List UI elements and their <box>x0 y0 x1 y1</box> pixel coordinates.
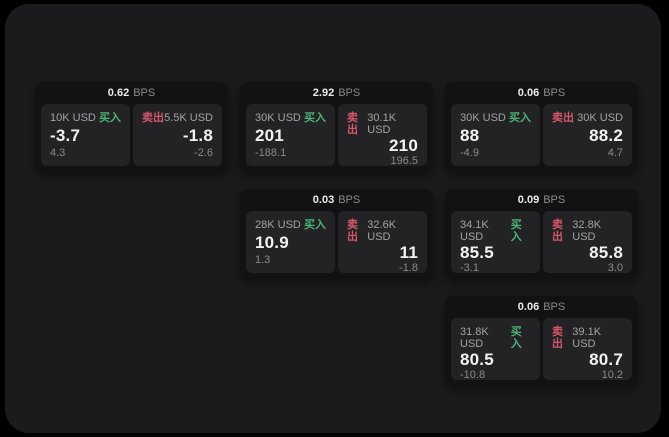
spread-header: 0.06 BPS <box>445 82 638 104</box>
spread-unit-label: BPS <box>543 301 566 313</box>
buy-price: -3.7 <box>50 126 81 145</box>
sell-label: 卖出 <box>142 112 164 124</box>
sell-price: -1.8 <box>182 126 213 145</box>
sell-label: 卖出 <box>347 112 358 136</box>
spread-unit-label: BPS <box>543 194 566 206</box>
buy-change: -188.1 <box>255 147 287 159</box>
spread-value: 0.62 <box>107 87 130 99</box>
sell-price: 80.7 <box>589 350 623 369</box>
sell-price: 85.8 <box>589 243 623 262</box>
sell-panel[interactable]: 卖出 30K USD 88.2 4.7 <box>543 104 632 166</box>
sell-change: 3.0 <box>607 262 623 274</box>
sell-amount: 5.5K USD <box>164 112 213 124</box>
buy-label: 买入 <box>510 219 522 243</box>
spread-value: 0.03 <box>312 194 335 206</box>
sell-price: 210 <box>389 136 418 155</box>
sell-change: -1.8 <box>399 262 418 274</box>
buy-amount: 34.1K USD <box>460 219 489 243</box>
sell-panel[interactable]: 卖出 32.8K USD 85.8 3.0 <box>543 211 632 274</box>
buy-panel[interactable]: 10K USD 买入 -3.7 4.3 <box>41 104 130 166</box>
spread-value: 0.06 <box>517 301 540 313</box>
buy-amount: 30K USD <box>460 112 506 124</box>
buy-amount: 31.8K USD <box>460 326 489 350</box>
buy-panel[interactable]: 30K USD 买入 88 -4.9 <box>451 104 540 166</box>
spread-header: 0.09 BPS <box>445 189 638 211</box>
buy-change: -4.9 <box>460 147 479 159</box>
spread-value: 2.92 <box>312 87 335 99</box>
buy-price: 80.5 <box>460 350 494 369</box>
sell-amount: 30K USD <box>577 112 623 124</box>
spread-unit-label: BPS <box>133 87 156 99</box>
quote-card: 0.09 BPS 34.1K USD 买入 85.5 -3.1 卖出 32.8K… <box>445 189 638 279</box>
sell-panel[interactable]: 卖出 39.1K USD 80.7 10.2 <box>543 318 632 381</box>
buy-amount: 30K USD <box>255 112 301 124</box>
sell-panel[interactable]: 卖出 32.6K USD 11 -1.8 <box>338 211 427 274</box>
buy-price: 88 <box>460 126 480 145</box>
sell-label: 卖出 <box>552 112 574 124</box>
sell-price: 88.2 <box>589 126 623 145</box>
sell-change: 196.5 <box>390 155 418 167</box>
buy-label: 买入 <box>509 112 531 124</box>
sell-panel[interactable]: 卖出 30.1K USD 210 196.5 <box>338 104 427 167</box>
quotes-panel: 0.62 BPS 10K USD 买入 -3.7 4.3 卖出 5.5K USD… <box>5 4 661 433</box>
buy-change: 4.3 <box>50 147 66 159</box>
buy-change: -10.8 <box>460 369 486 381</box>
buy-label: 买入 <box>99 112 121 124</box>
buy-panel[interactable]: 31.8K USD 买入 80.5 -10.8 <box>451 318 540 381</box>
sell-amount: 32.8K USD <box>572 219 602 243</box>
buy-change: -3.1 <box>460 262 479 274</box>
buy-change: 1.3 <box>255 254 271 266</box>
spread-header: 0.06 BPS <box>445 296 638 318</box>
sell-label: 卖出 <box>552 219 563 243</box>
sell-change: 4.7 <box>607 147 623 159</box>
spread-value: 0.09 <box>517 194 540 206</box>
spread-header: 2.92 BPS <box>240 82 433 104</box>
sell-amount: 32.6K USD <box>367 219 397 243</box>
buy-price: 85.5 <box>460 243 494 262</box>
spread-unit-label: BPS <box>338 194 361 206</box>
spread-unit-label: BPS <box>543 87 566 99</box>
sell-amount: 30.1K USD <box>367 112 397 136</box>
buy-price: 201 <box>255 126 284 145</box>
sell-label: 卖出 <box>552 326 563 350</box>
spread-header: 0.62 BPS <box>35 82 228 104</box>
buy-amount: 10K USD <box>50 112 96 124</box>
quote-card: 0.06 BPS 30K USD 买入 88 -4.9 卖出 30K USD 8… <box>445 82 638 172</box>
quote-card: 2.92 BPS 30K USD 买入 201 -188.1 卖出 30.1K … <box>240 82 433 172</box>
sell-price: 11 <box>399 243 418 262</box>
sell-panel[interactable]: 卖出 5.5K USD -1.8 -2.6 <box>133 104 222 166</box>
buy-label: 买入 <box>304 112 326 124</box>
buy-panel[interactable]: 34.1K USD 买入 85.5 -3.1 <box>451 211 540 274</box>
buy-panel[interactable]: 30K USD 买入 201 -188.1 <box>246 104 335 166</box>
spread-unit-label: BPS <box>338 87 361 99</box>
buy-label: 买入 <box>304 219 326 231</box>
quote-card: 0.62 BPS 10K USD 买入 -3.7 4.3 卖出 5.5K USD… <box>35 82 228 172</box>
buy-amount: 28K USD <box>255 219 301 231</box>
spread-header: 0.03 BPS <box>240 189 433 211</box>
buy-panel[interactable]: 28K USD 买入 10.9 1.3 <box>246 211 335 273</box>
sell-change: 10.2 <box>601 369 623 381</box>
sell-change: -2.6 <box>194 147 213 159</box>
buy-label: 买入 <box>510 326 522 350</box>
sell-label: 卖出 <box>347 219 358 243</box>
buy-price: 10.9 <box>255 233 289 252</box>
quote-card: 0.03 BPS 28K USD 买入 10.9 1.3 卖出 32.6K US… <box>240 189 433 279</box>
sell-amount: 39.1K USD <box>572 326 602 350</box>
quote-card: 0.06 BPS 31.8K USD 买入 80.5 -10.8 卖出 39.1… <box>445 296 638 386</box>
spread-value: 0.06 <box>517 87 540 99</box>
